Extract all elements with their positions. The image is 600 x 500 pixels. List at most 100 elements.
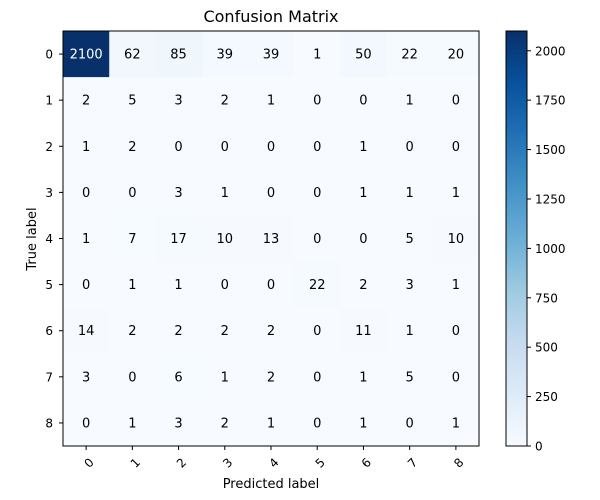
heatmap-cell bbox=[432, 31, 480, 78]
heatmap-cell bbox=[109, 307, 156, 355]
cell-value-label: 0 bbox=[313, 232, 321, 247]
x-tick-label: 8 bbox=[451, 455, 466, 470]
cell-value-label: 0 bbox=[128, 370, 136, 385]
heatmap-cell bbox=[294, 353, 341, 401]
heatmap-cell bbox=[247, 77, 295, 124]
cell-value-label: 0 bbox=[313, 186, 321, 201]
cell-value-label: 5 bbox=[406, 370, 414, 385]
colorbar-tick-label: 500 bbox=[535, 341, 558, 355]
cell-value-label: 1 bbox=[359, 370, 367, 385]
cell-value-label: 1 bbox=[174, 278, 182, 293]
heatmap-cell bbox=[294, 123, 341, 170]
cell-value-label: 3 bbox=[174, 416, 182, 431]
heatmap-cell bbox=[247, 399, 295, 447]
heatmap-cell bbox=[294, 261, 341, 309]
colorbar-tick-label: 750 bbox=[535, 291, 558, 305]
heatmap-cell bbox=[201, 169, 249, 216]
heatmap-cell bbox=[386, 169, 434, 216]
colorbar-tick-label: 1250 bbox=[535, 192, 566, 206]
heatmap-cell bbox=[386, 77, 434, 124]
cell-value-label: 39 bbox=[217, 48, 234, 63]
cell-value-label: 1 bbox=[359, 416, 367, 431]
cell-value-label: 85 bbox=[170, 48, 187, 63]
cell-value-label: 0 bbox=[313, 370, 321, 385]
cell-value-label: 1 bbox=[452, 416, 460, 431]
cell-value-label: 1 bbox=[267, 94, 275, 109]
heatmap-cell bbox=[201, 353, 249, 401]
cell-value-label: 10 bbox=[217, 232, 234, 247]
heatmap-cell bbox=[386, 31, 434, 78]
cell-value-label: 39 bbox=[263, 48, 280, 63]
heatmap-cell bbox=[155, 77, 203, 124]
heatmap-cell bbox=[155, 123, 203, 170]
cell-value-label: 1 bbox=[359, 186, 367, 201]
heatmap-cell bbox=[386, 261, 434, 309]
heatmap-cell bbox=[294, 77, 341, 124]
heatmap-cell bbox=[63, 353, 110, 401]
y-tick-label: 4 bbox=[45, 232, 53, 246]
heatmap-cell bbox=[340, 215, 387, 262]
cell-value-label: 2100 bbox=[70, 48, 103, 63]
heatmap-cell bbox=[247, 261, 295, 309]
cell-value-label: 0 bbox=[267, 186, 275, 201]
heatmap-cell bbox=[247, 215, 295, 262]
x-tick-label: 5 bbox=[313, 455, 328, 470]
heatmap-cell bbox=[432, 123, 480, 170]
colorbar-tick-label: 1500 bbox=[535, 143, 566, 157]
heatmap-cell bbox=[432, 307, 480, 355]
colorbar-tick-label: 250 bbox=[535, 390, 558, 404]
cell-value-label: 0 bbox=[313, 416, 321, 431]
y-tick-label: 5 bbox=[45, 278, 53, 292]
cell-value-label: 2 bbox=[174, 324, 182, 339]
heatmap-cell bbox=[63, 31, 110, 78]
cell-value-label: 17 bbox=[170, 232, 187, 247]
colorbar-ticks: 0 250 500 750 1000 1250 1500 1750 2000 bbox=[527, 44, 566, 454]
cell-value-label: 1 bbox=[82, 232, 90, 247]
cell-value-label: 7 bbox=[128, 232, 136, 247]
cell-value-label: 22 bbox=[309, 278, 326, 293]
heatmap-cell bbox=[109, 169, 156, 216]
heatmap-cells bbox=[63, 31, 480, 447]
x-tick-label: 4 bbox=[266, 455, 281, 470]
heatmap-cell bbox=[432, 353, 480, 401]
heatmap-cell bbox=[109, 261, 156, 309]
heatmap-cell bbox=[201, 77, 249, 124]
heatmap-cell bbox=[155, 169, 203, 216]
cell-value-label: 2 bbox=[221, 324, 229, 339]
heatmap-cell bbox=[201, 215, 249, 262]
cell-value-label: 1 bbox=[128, 416, 136, 431]
heatmap-cell bbox=[201, 307, 249, 355]
heatmap-cell bbox=[155, 261, 203, 309]
cell-value-label: 1 bbox=[267, 416, 275, 431]
heatmap-cell bbox=[155, 215, 203, 262]
heatmap-cell bbox=[432, 261, 480, 309]
heatmap-cell bbox=[340, 31, 387, 78]
x-tick-label: 0 bbox=[81, 455, 96, 470]
cell-value-label: 0 bbox=[82, 186, 90, 201]
cell-value-label: 0 bbox=[313, 140, 321, 155]
cell-value-label: 3 bbox=[82, 370, 90, 385]
heatmap-cell bbox=[247, 353, 295, 401]
cell-value-label: 22 bbox=[401, 48, 418, 63]
cell-value-label: 0 bbox=[313, 94, 321, 109]
cell-value-label: 2 bbox=[267, 370, 275, 385]
heatmap-cell bbox=[340, 353, 387, 401]
cell-value-label: 0 bbox=[452, 140, 460, 155]
y-tick-label: 1 bbox=[45, 94, 53, 108]
cell-value-label: 6 bbox=[174, 370, 182, 385]
heatmap-cell bbox=[201, 399, 249, 447]
cell-value-label: 2 bbox=[128, 140, 136, 155]
cell-value-label: 11 bbox=[355, 324, 372, 339]
cell-value-label: 2 bbox=[267, 324, 275, 339]
heatmap-cell bbox=[109, 215, 156, 262]
cell-value-label: 2 bbox=[221, 94, 229, 109]
colorbar-tick-label: 0 bbox=[535, 440, 543, 454]
heatmap-cell bbox=[63, 261, 110, 309]
heatmap-cell bbox=[201, 261, 249, 309]
cell-value-label: 50 bbox=[355, 48, 372, 63]
heatmap-cell bbox=[201, 123, 249, 170]
heatmap-cell bbox=[155, 31, 203, 78]
cell-value-label: 1 bbox=[221, 370, 229, 385]
heatmap-cell bbox=[386, 399, 434, 447]
